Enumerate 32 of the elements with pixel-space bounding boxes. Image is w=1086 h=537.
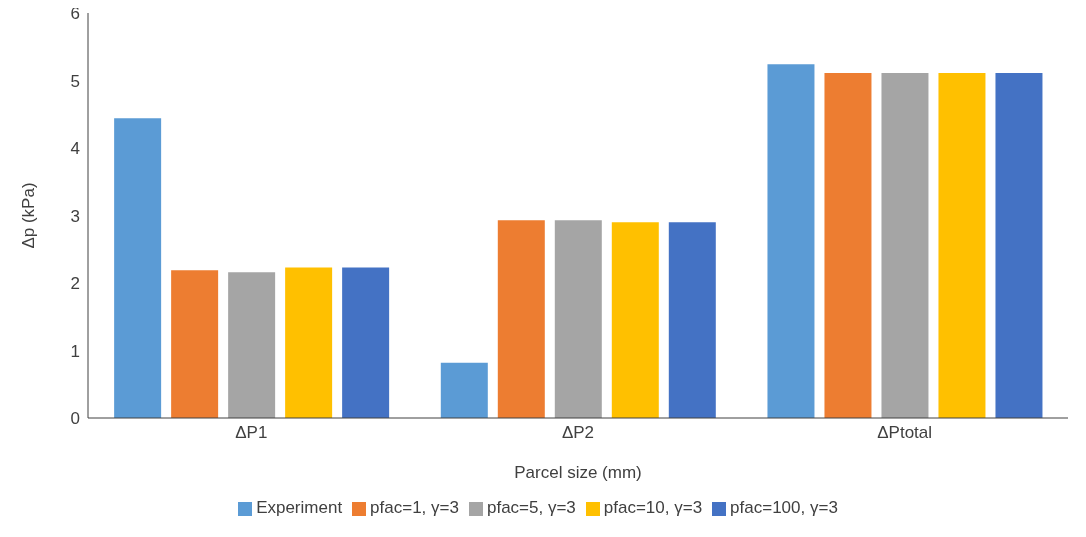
legend-label: pfac=5, γ=3 <box>486 498 576 517</box>
bar <box>881 73 929 418</box>
bar <box>285 267 333 418</box>
bar <box>995 73 1043 418</box>
bar <box>611 222 659 418</box>
y-tick-label: 3 <box>70 206 80 226</box>
legend-label: Experiment <box>256 498 343 517</box>
x-tick-label: ΔP1 <box>235 423 268 443</box>
bar <box>171 270 219 418</box>
y-tick-label: 6 <box>70 4 80 24</box>
x-tick-label: ΔPtotal <box>877 423 933 443</box>
legend-label: pfac=1, γ=3 <box>370 498 459 517</box>
bar <box>668 222 716 418</box>
bar <box>824 73 872 418</box>
y-tick-label: 1 <box>70 341 80 361</box>
bar <box>497 220 545 418</box>
y-tick-label: 4 <box>70 139 80 159</box>
y-tick-label: 0 <box>70 409 80 429</box>
bar <box>440 362 488 418</box>
y-axis-title: Δp (kPa) <box>19 182 39 249</box>
y-tick-label: 5 <box>70 71 80 91</box>
bar <box>767 64 815 418</box>
legend-label: pfac=100, γ=3 <box>730 498 838 517</box>
x-axis-title: Parcel size (mm) <box>514 463 642 482</box>
bar <box>342 267 390 418</box>
bar <box>228 272 276 418</box>
bar <box>554 220 602 418</box>
x-tick-label: ΔP2 <box>561 423 595 443</box>
bar <box>114 118 162 418</box>
legend-label: pfac=10, γ=3 <box>603 498 703 517</box>
bar <box>938 73 986 418</box>
y-tick-label: 2 <box>70 274 80 294</box>
